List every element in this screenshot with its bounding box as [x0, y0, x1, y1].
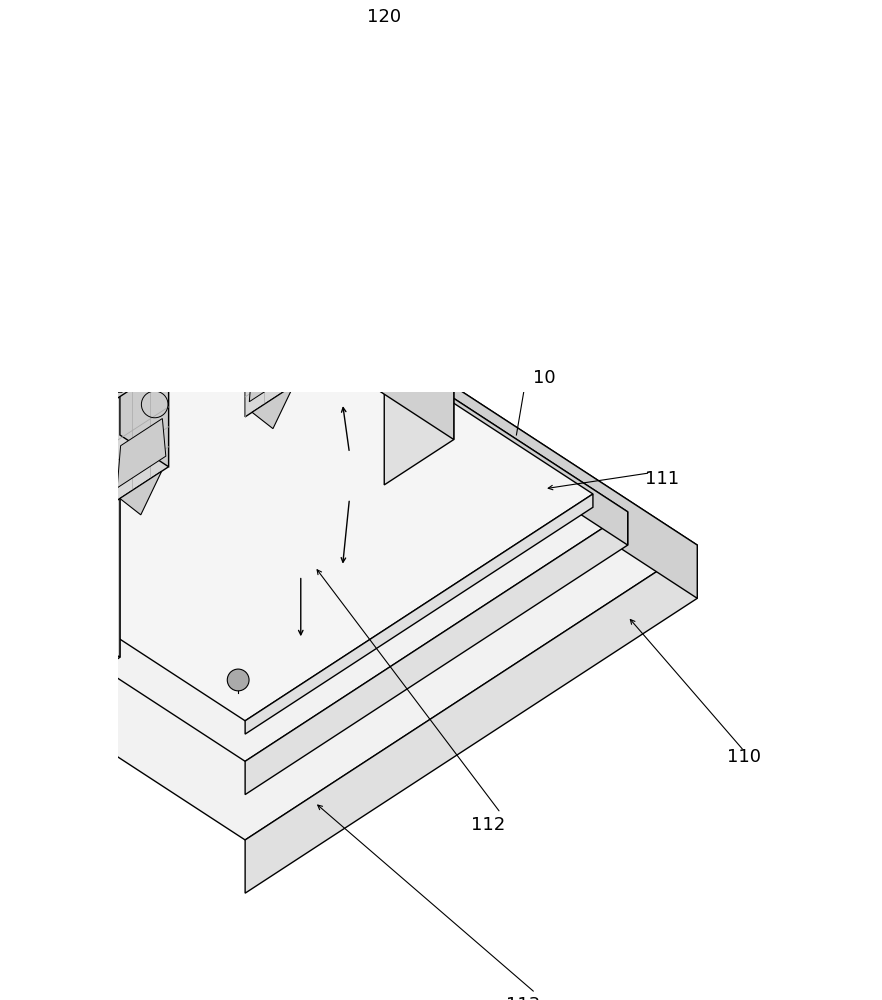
- Text: 113: 113: [506, 996, 541, 1000]
- Circle shape: [162, 349, 175, 361]
- Polygon shape: [64, 329, 168, 397]
- Polygon shape: [113, 314, 176, 401]
- Polygon shape: [245, 262, 628, 545]
- Polygon shape: [0, 78, 71, 430]
- Circle shape: [162, 322, 175, 334]
- Polygon shape: [102, 263, 318, 423]
- Polygon shape: [120, 329, 168, 467]
- Circle shape: [112, 136, 148, 172]
- Polygon shape: [64, 282, 176, 355]
- Polygon shape: [252, 242, 301, 381]
- Text: 111: 111: [646, 470, 679, 488]
- Polygon shape: [197, 242, 301, 310]
- Polygon shape: [117, 419, 166, 488]
- Polygon shape: [88, 132, 172, 186]
- Circle shape: [114, 381, 126, 393]
- Circle shape: [248, 338, 270, 360]
- Polygon shape: [0, 262, 628, 761]
- Polygon shape: [245, 0, 454, 87]
- Circle shape: [103, 127, 158, 181]
- Polygon shape: [245, 250, 698, 598]
- Polygon shape: [256, 68, 304, 233]
- Circle shape: [244, 50, 280, 86]
- Circle shape: [246, 294, 258, 306]
- Polygon shape: [259, 196, 308, 274]
- Text: 112: 112: [472, 816, 505, 834]
- Polygon shape: [245, 494, 593, 734]
- Polygon shape: [138, 132, 172, 287]
- Polygon shape: [245, 512, 628, 795]
- Polygon shape: [120, 471, 161, 515]
- Bar: [119, 146, 141, 163]
- Circle shape: [246, 268, 258, 280]
- Polygon shape: [245, 228, 308, 315]
- Text: 120: 120: [367, 8, 401, 26]
- Circle shape: [295, 263, 307, 275]
- Polygon shape: [0, 250, 698, 840]
- Polygon shape: [2, 0, 454, 382]
- Polygon shape: [113, 360, 168, 503]
- Polygon shape: [251, 198, 273, 213]
- Polygon shape: [245, 545, 698, 893]
- Polygon shape: [245, 0, 454, 440]
- Polygon shape: [127, 282, 176, 360]
- Bar: [251, 60, 273, 76]
- Polygon shape: [263, 206, 273, 246]
- Polygon shape: [0, 267, 593, 721]
- Polygon shape: [197, 196, 308, 268]
- Polygon shape: [270, 45, 304, 201]
- Polygon shape: [252, 385, 294, 429]
- Text: 10: 10: [533, 369, 556, 387]
- Polygon shape: [263, 198, 273, 239]
- Polygon shape: [119, 285, 141, 299]
- Polygon shape: [0, 69, 120, 657]
- Polygon shape: [123, 154, 172, 319]
- Circle shape: [235, 41, 289, 95]
- Polygon shape: [131, 292, 141, 332]
- Text: 110: 110: [727, 748, 761, 766]
- Polygon shape: [245, 274, 301, 417]
- Polygon shape: [0, 69, 120, 282]
- Polygon shape: [385, 87, 454, 485]
- Polygon shape: [0, 0, 454, 282]
- Circle shape: [114, 354, 126, 366]
- Polygon shape: [2, 205, 120, 734]
- Polygon shape: [250, 332, 298, 402]
- Polygon shape: [176, 0, 454, 132]
- Polygon shape: [131, 285, 141, 325]
- Circle shape: [228, 669, 249, 691]
- Polygon shape: [220, 45, 304, 100]
- Circle shape: [295, 236, 307, 248]
- Polygon shape: [82, 249, 318, 403]
- Polygon shape: [0, 0, 245, 598]
